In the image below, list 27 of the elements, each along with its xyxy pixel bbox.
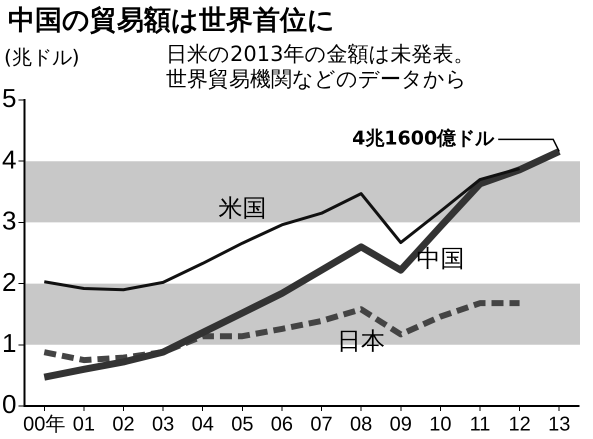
x-tick-label: 07 [310,414,333,436]
y-tick-label: 1 [2,328,16,358]
x-tick-label: 11 [470,414,490,436]
x-tick-label: 03 [152,414,174,436]
x-tick-label: 12 [508,414,531,436]
series-label: 日本 [337,327,386,356]
x-tick-label: 10 [429,414,452,436]
x-tick-label: 06 [270,414,294,436]
x-tick-label: 02 [112,414,135,436]
chart-title: 中国の貿易額は世界首位に [8,4,335,38]
x-tick-label: 09 [390,414,412,436]
x-tick-label: 05 [231,414,254,436]
annotation: 4兆1600億ドル [352,127,496,150]
y-tick-label: 5 [2,83,16,114]
y-tick-label: 2 [2,266,16,297]
series-label: 中国 [416,244,464,273]
y-tick-label: 3 [2,206,16,236]
y-tick-label: 0 [2,389,16,420]
y-axis-title: (兆ドル) [4,44,80,71]
x-tick-label: 13 [548,414,570,436]
x-tick-label: 01 [72,414,95,436]
x-tick-label: 08 [350,414,372,436]
x-tick-label: 04 [192,414,214,436]
series-label: 米国 [218,194,266,222]
y-tick-label: 4 [2,144,16,174]
x-tick-label: 00年 [23,414,66,436]
chart-subtitle: 日米の2013年の金額は未発表。世界貿易機関などのデータから [166,42,476,92]
